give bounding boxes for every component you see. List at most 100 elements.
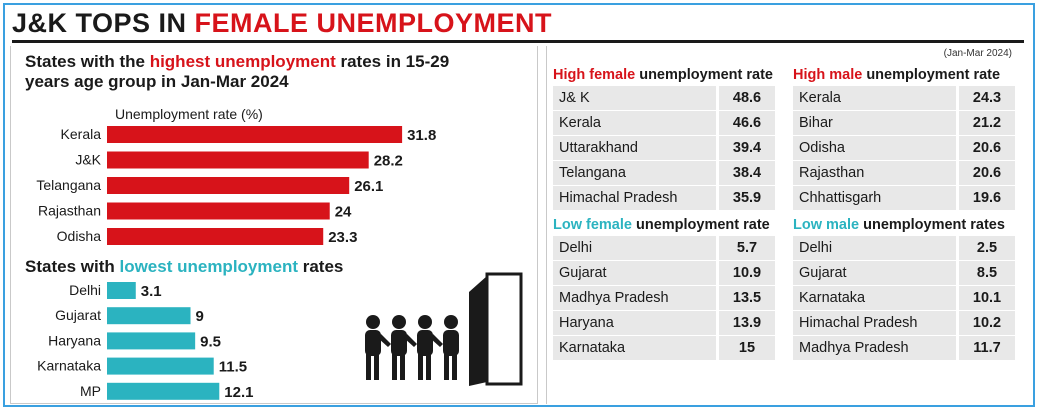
table-row: Kerala 46.6 xyxy=(553,111,775,136)
bar xyxy=(107,357,214,375)
row-value: 35.9 xyxy=(719,186,775,210)
row-state: Gujarat xyxy=(553,261,716,285)
value-label: 12.1 xyxy=(224,384,253,401)
table-row: Gujarat 10.9 xyxy=(553,261,775,286)
table-title: High male unemployment rate xyxy=(793,64,1015,86)
table-row: Telangana 38.4 xyxy=(553,161,775,186)
bar-charts-panel: States with the highest unemployment rat… xyxy=(10,46,538,404)
table-row: J& K 48.6 xyxy=(553,86,775,111)
category-label: Karnataka xyxy=(37,358,101,374)
table-title-rest: unemployment rate xyxy=(862,67,1001,83)
table-title: Low female unemployment rate xyxy=(553,214,775,236)
row-state: Telangana xyxy=(553,161,716,185)
row-value: 38.4 xyxy=(719,161,775,185)
outer-frame xyxy=(3,3,1035,407)
table-row: Odisha 20.6 xyxy=(793,136,1015,161)
table-title-rest: unemployment rate xyxy=(631,217,770,233)
row-value: 11.7 xyxy=(959,336,1015,360)
table-row: Karnataka 15 xyxy=(553,336,775,361)
row-value: 20.6 xyxy=(959,136,1015,160)
value-label: 9 xyxy=(196,308,204,325)
table-title-colored: High female xyxy=(553,67,636,83)
table-title-rest: unemployment rates xyxy=(859,217,1005,233)
category-label: MP xyxy=(80,383,101,399)
table-row: Rajasthan 20.6 xyxy=(793,161,1015,186)
table-title: High female unemployment rate xyxy=(553,64,775,86)
value-label: 26.1 xyxy=(354,178,383,195)
chart2-title-b: lowest unemployment xyxy=(119,257,298,276)
category-label: Kerala xyxy=(61,126,102,142)
category-label: Haryana xyxy=(48,332,101,348)
row-state: Kerala xyxy=(793,86,956,110)
bar xyxy=(107,307,191,325)
table-title-colored: High male xyxy=(793,67,863,83)
table-row: Bihar 21.2 xyxy=(793,111,1015,136)
chart2-title-c: rates xyxy=(298,257,344,276)
headline-part1: J&K TOPS IN xyxy=(12,8,195,38)
headline: J&K TOPS IN FEMALE UNEMPLOYMENT xyxy=(12,8,552,39)
category-label: Odisha xyxy=(57,228,102,244)
chart2-title: States with lowest unemployment rates xyxy=(25,257,343,277)
bar xyxy=(107,228,324,245)
table-title-colored: Low female xyxy=(553,217,632,233)
table-row: Kerala 24.3 xyxy=(793,86,1015,111)
row-value: 20.6 xyxy=(959,161,1015,185)
row-state: Madhya Pradesh xyxy=(553,286,716,310)
row-value: 2.5 xyxy=(959,236,1015,260)
table-low-male: Low male unemployment rates Delhi 2.5 Guja… xyxy=(793,214,1015,361)
row-state: Bihar xyxy=(793,111,956,135)
row-value: 10.1 xyxy=(959,286,1015,310)
category-label: Delhi xyxy=(69,282,101,298)
value-label: 24 xyxy=(335,204,352,221)
row-value: 10.2 xyxy=(959,311,1015,335)
row-value: 48.6 xyxy=(719,86,775,110)
bar xyxy=(107,202,330,220)
table-title-colored: Low male xyxy=(793,217,860,233)
headline-part2: FEMALE UNEMPLOYMENT xyxy=(194,8,553,38)
row-value: 21.2 xyxy=(959,111,1015,135)
row-state: Delhi xyxy=(553,236,716,260)
row-state: Chhattisgarh xyxy=(793,186,956,210)
row-value: 15 xyxy=(719,336,775,360)
row-value: 8.5 xyxy=(959,261,1015,285)
table-row: Haryana 13.9 xyxy=(553,311,775,336)
row-state: Karnataka xyxy=(553,336,716,360)
value-label: 3.1 xyxy=(141,283,162,300)
tables-panel: (Jan-Mar 2024) High female unemployment … xyxy=(546,46,1024,404)
table-row: Himachal Pradesh 10.2 xyxy=(793,311,1015,336)
bar xyxy=(107,151,369,169)
chart1-title: States with the highest unemployment rat… xyxy=(25,52,465,92)
category-label: Telangana xyxy=(36,177,101,193)
row-value: 5.7 xyxy=(719,236,775,260)
table-row: Chhattisgarh 19.6 xyxy=(793,186,1015,211)
table-row: Madhya Pradesh 11.7 xyxy=(793,336,1015,361)
row-state: Rajasthan xyxy=(793,161,956,185)
row-value: 24.3 xyxy=(959,86,1015,110)
chart2-title-a: States with xyxy=(25,257,120,276)
category-label: J&K xyxy=(75,152,101,168)
row-state: Himachal Pradesh xyxy=(553,186,716,210)
table-row: Karnataka 10.1 xyxy=(793,286,1015,311)
table-row: Uttarakhand 39.4 xyxy=(553,136,775,161)
value-label: 23.3 xyxy=(328,229,357,246)
table-high-female: High female unemployment rate J& K 48.6 Ke… xyxy=(553,64,775,211)
row-state: Odisha xyxy=(793,136,956,160)
row-state: Delhi xyxy=(793,236,956,260)
category-label: Rajasthan xyxy=(38,203,101,219)
bar-charts-svg: Kerala 31.8 J&K 28.2 Telangana 26.1 Rajasthan 2… xyxy=(36,126,436,401)
row-state: Madhya Pradesh xyxy=(793,336,956,360)
value-label: 9.5 xyxy=(200,333,221,350)
bar xyxy=(107,382,220,400)
table-title-rest: unemployment rate xyxy=(635,67,773,83)
row-value: 39.4 xyxy=(719,136,775,160)
row-state: Gujarat xyxy=(793,261,956,285)
period-note: (Jan-Mar 2024) xyxy=(943,48,1012,59)
value-label: 28.2 xyxy=(374,153,403,170)
table-row: Gujarat 8.5 xyxy=(793,261,1015,286)
category-label: Gujarat xyxy=(55,307,101,323)
bar xyxy=(107,126,403,143)
row-state: Uttarakhand xyxy=(553,136,716,160)
headline-rule xyxy=(12,40,1024,43)
table-row: Himachal Pradesh 35.9 xyxy=(553,186,775,211)
row-state: Kerala xyxy=(553,111,716,135)
